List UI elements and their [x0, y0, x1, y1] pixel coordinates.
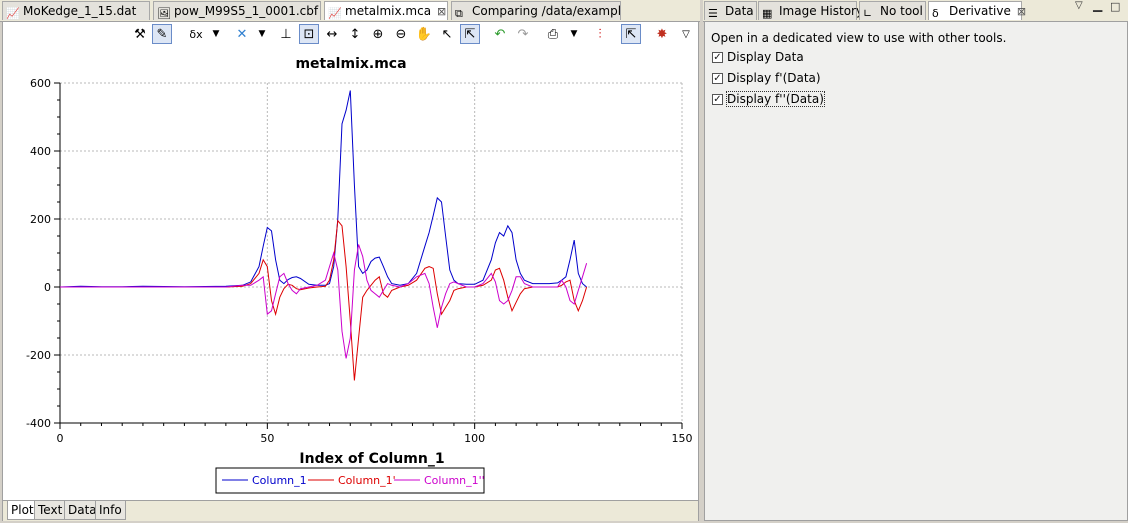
view-tab-label: Derivative [949, 4, 1011, 18]
editor-tab-2[interactable]: 🖼 pow_M99S5_1_0001.cbf [153, 1, 321, 20]
plot-chart[interactable]: metalmix.mca Index of Column_1 600 400 200… [3, 48, 698, 498]
y-tick-label: 600 [30, 77, 51, 90]
derivative-icon: δ [932, 7, 939, 20]
bottom-tab-bar: Plot Text Data Info [3, 500, 698, 521]
editor-tab-label: MoKedge_1_15.dat [23, 4, 137, 18]
x-tick-label: 0 [57, 432, 64, 445]
chart-legend[interactable]: Column_1 Column_1' Column_1'' [215, 467, 485, 494]
zoom-x-icon[interactable]: ↔ [326, 26, 338, 42]
editor-tab-label: metalmix.mca [345, 4, 432, 18]
view-menu-icon[interactable]: ▽ [682, 28, 690, 40]
x-axis-label: Index of Column_1 [299, 451, 444, 467]
bottom-tab-info[interactable]: Info [95, 501, 126, 520]
plot-toolbar: ⚒ ✎ δx ▼ ✕ ▼ ⊥ ⊡ ↔ ↕ ⊕ ⊖ ✋ ↖ ⇱ ↶ ↷ ⎙ ▼ ⫶… [3, 22, 698, 48]
editor-tab-label: pow_M99S5_1_0001.cbf [174, 4, 319, 18]
x-tick-label: 150 [672, 432, 693, 445]
legend-label-2: Column_1' [338, 474, 396, 487]
option-label-2[interactable]: Display f'(Data) [727, 71, 821, 85]
chevron-down-icon[interactable]: ▼ [212, 29, 220, 39]
no-tool-icon: ∟ [863, 7, 873, 20]
legend-label-3: Column_1'' [424, 474, 485, 487]
option-checkbox-3[interactable]: ✓ [712, 94, 723, 105]
minimize-icon[interactable]: ▁ [1093, 0, 1103, 12]
data-table-icon: ☰ [708, 7, 718, 20]
x-tick-label: 50 [260, 432, 274, 445]
line-chart-icon: 📈 [6, 7, 20, 20]
pan-hand-icon[interactable]: ✋ [415, 26, 433, 42]
zoom-box-icon[interactable]: ⊡ [299, 24, 319, 44]
view-tab-label: Data [725, 4, 754, 18]
chevron-down-icon[interactable]: ▼ [258, 29, 266, 39]
x-tick-label: 100 [464, 432, 485, 445]
chevron-down-icon[interactable]: ▼ [570, 29, 578, 39]
derivative-tool-icon[interactable]: δx [189, 27, 203, 41]
chart-grid [60, 82, 683, 423]
editor-tab-4[interactable]: ⧉ Comparing /data/exampl [451, 1, 621, 20]
view-menu-icon[interactable]: ▽ [1075, 0, 1083, 11]
undo-icon[interactable]: ↶ [494, 26, 506, 42]
derivative-tool-panel: Open in a dedicated view to use with oth… [704, 21, 1128, 521]
maximize-icon[interactable]: □ [1110, 0, 1121, 13]
rescale-icon[interactable]: ⇱ [460, 24, 480, 44]
image-file-icon: 🖼 [157, 7, 171, 20]
view-tab-data[interactable]: ☰ Data [704, 1, 757, 20]
axes-icon[interactable]: ⇱ [621, 24, 641, 44]
view-tab-label: Image History [779, 4, 864, 18]
y-tick-label: -200 [26, 349, 51, 362]
bottom-tab-plot[interactable]: Plot [7, 501, 38, 520]
editor-tab-label: Comparing /data/exampl [472, 4, 622, 18]
series-line-2 [60, 219, 588, 381]
editor-tab-3[interactable]: 📈 metalmix.mca ⊠ [324, 1, 448, 20]
chart-axes: 600 400 200 0 -200 -400 0 50 100 150 [26, 77, 692, 445]
axis-icon[interactable]: ⊥ [280, 26, 292, 42]
print-icon[interactable]: ⎙ [547, 26, 559, 42]
option-label-1[interactable]: Display Data [727, 50, 804, 64]
close-tab-icon[interactable]: ⊠ [437, 5, 447, 18]
editor-tab-1[interactable]: 📈 MoKedge_1_15.dat [2, 1, 150, 20]
chart-series [59, 90, 588, 381]
compare-icon: ⧉ [455, 7, 463, 20]
tools-icon[interactable]: ⚒ [134, 26, 146, 42]
zoom-out-icon[interactable]: ⊖ [395, 26, 407, 42]
view-tab-no-tool[interactable]: ∟ No tool [859, 1, 926, 20]
y-tick-label: -400 [26, 417, 51, 430]
series-line-3 [60, 244, 588, 359]
reset-icon[interactable]: ✸ [656, 26, 668, 42]
bottom-tab-text[interactable]: Text [34, 501, 67, 520]
histogram-icon[interactable]: ⫶ [598, 26, 602, 42]
plot-editor-panel: ⚒ ✎ δx ▼ ✕ ▼ ⊥ ⊡ ↔ ↕ ⊕ ⊖ ✋ ↖ ⇱ ↶ ↷ ⎙ ▼ ⫶… [2, 21, 699, 521]
chart-title: metalmix.mca [295, 56, 406, 72]
redo-icon[interactable]: ↷ [517, 26, 529, 42]
view-tab-derivative[interactable]: δ Derivative ⊠ [928, 1, 1026, 20]
view-tab-image-history[interactable]: ▦ Image History [758, 1, 863, 20]
plot-area [60, 83, 682, 423]
pen-config-icon[interactable]: ✎ [152, 24, 172, 44]
y-tick-label: 0 [44, 281, 51, 294]
y-tick-label: 400 [30, 145, 51, 158]
derivative-hint: Open in a dedicated view to use with oth… [711, 31, 1007, 45]
option-checkbox-2[interactable]: ✓ [712, 73, 723, 84]
series-line-1 [59, 90, 587, 288]
pointer-icon[interactable]: ↖ [441, 26, 453, 42]
zoom-y-icon[interactable]: ↕ [349, 26, 361, 42]
legend-box [215, 467, 485, 494]
image-history-icon: ▦ [762, 7, 773, 20]
view-tab-label: No tool [880, 4, 923, 18]
line-chart-icon: 📈 [328, 7, 342, 20]
crosshair-icon[interactable]: ✕ [236, 26, 248, 42]
legend-label-1: Column_1 [252, 474, 307, 487]
editor-tab-bar: 📈 MoKedge_1_15.dat 🖼 pow_M99S5_1_0001.cbf 📈 m… [0, 0, 700, 22]
view-tab-bar: ☰ Data ▦ Image History ∟ No tool δ Derivative ⊠ … [703, 0, 1128, 22]
option-label-3[interactable]: Display f''(Data) [726, 91, 825, 107]
close-tab-icon[interactable]: ⊠ [1016, 5, 1027, 18]
y-tick-label: 200 [30, 213, 51, 226]
zoom-in-icon[interactable]: ⊕ [372, 26, 384, 42]
option-checkbox-1[interactable]: ✓ [712, 52, 723, 63]
